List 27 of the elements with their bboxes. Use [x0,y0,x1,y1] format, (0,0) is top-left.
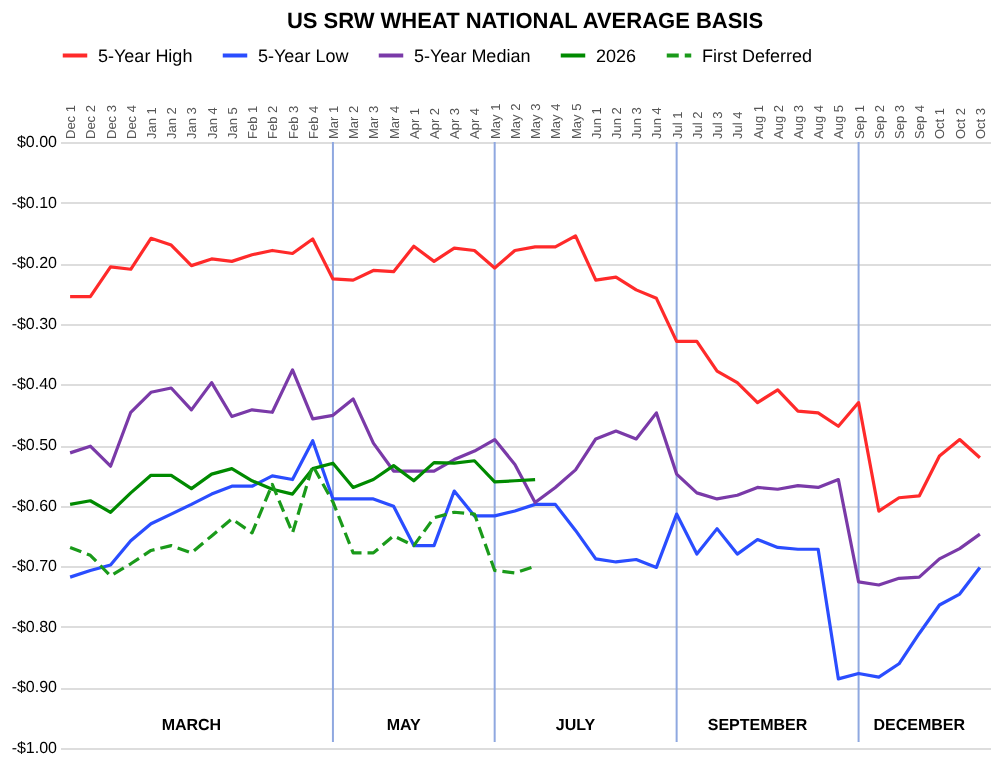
annotation: JULY [555,716,597,734]
annotation: SEPTEMBER [707,716,808,734]
legend-label: 5-Year High [98,45,193,66]
legend-label: First Deferred [702,45,813,66]
chart-title: US SRW WHEAT NATIONAL AVERAGE BASIS [286,10,764,34]
y-tick-label: -$0.10 [11,193,59,212]
line-series [68,234,982,513]
line-series [68,464,537,578]
legend-label: 5-Year Low [258,45,350,66]
y-tick-label: -$1.00 [11,739,59,757]
y-tick-label: -$0.90 [11,678,59,697]
line-series [68,439,982,681]
y-tick-label: -$0.70 [11,557,59,576]
annotation: MARCH [161,716,222,734]
y-tick-label: -$0.20 [11,254,59,273]
line-series [68,459,537,514]
y-tick-label: -$0.80 [11,617,59,636]
y-tick-label: -$0.30 [11,314,59,333]
annotation: MAY [386,716,423,734]
y-tick-label: -$0.50 [11,436,59,454]
y-tick-label: -$0.40 [11,375,59,394]
legend-label: 5-Year Median [414,45,531,66]
y-tick-label: -$0.60 [11,496,59,515]
legend-label: 2026 [596,45,637,66]
annotation: DECEMBER [873,716,966,734]
y-tick-label: $0.00 [16,133,59,151]
line-series [68,368,982,587]
